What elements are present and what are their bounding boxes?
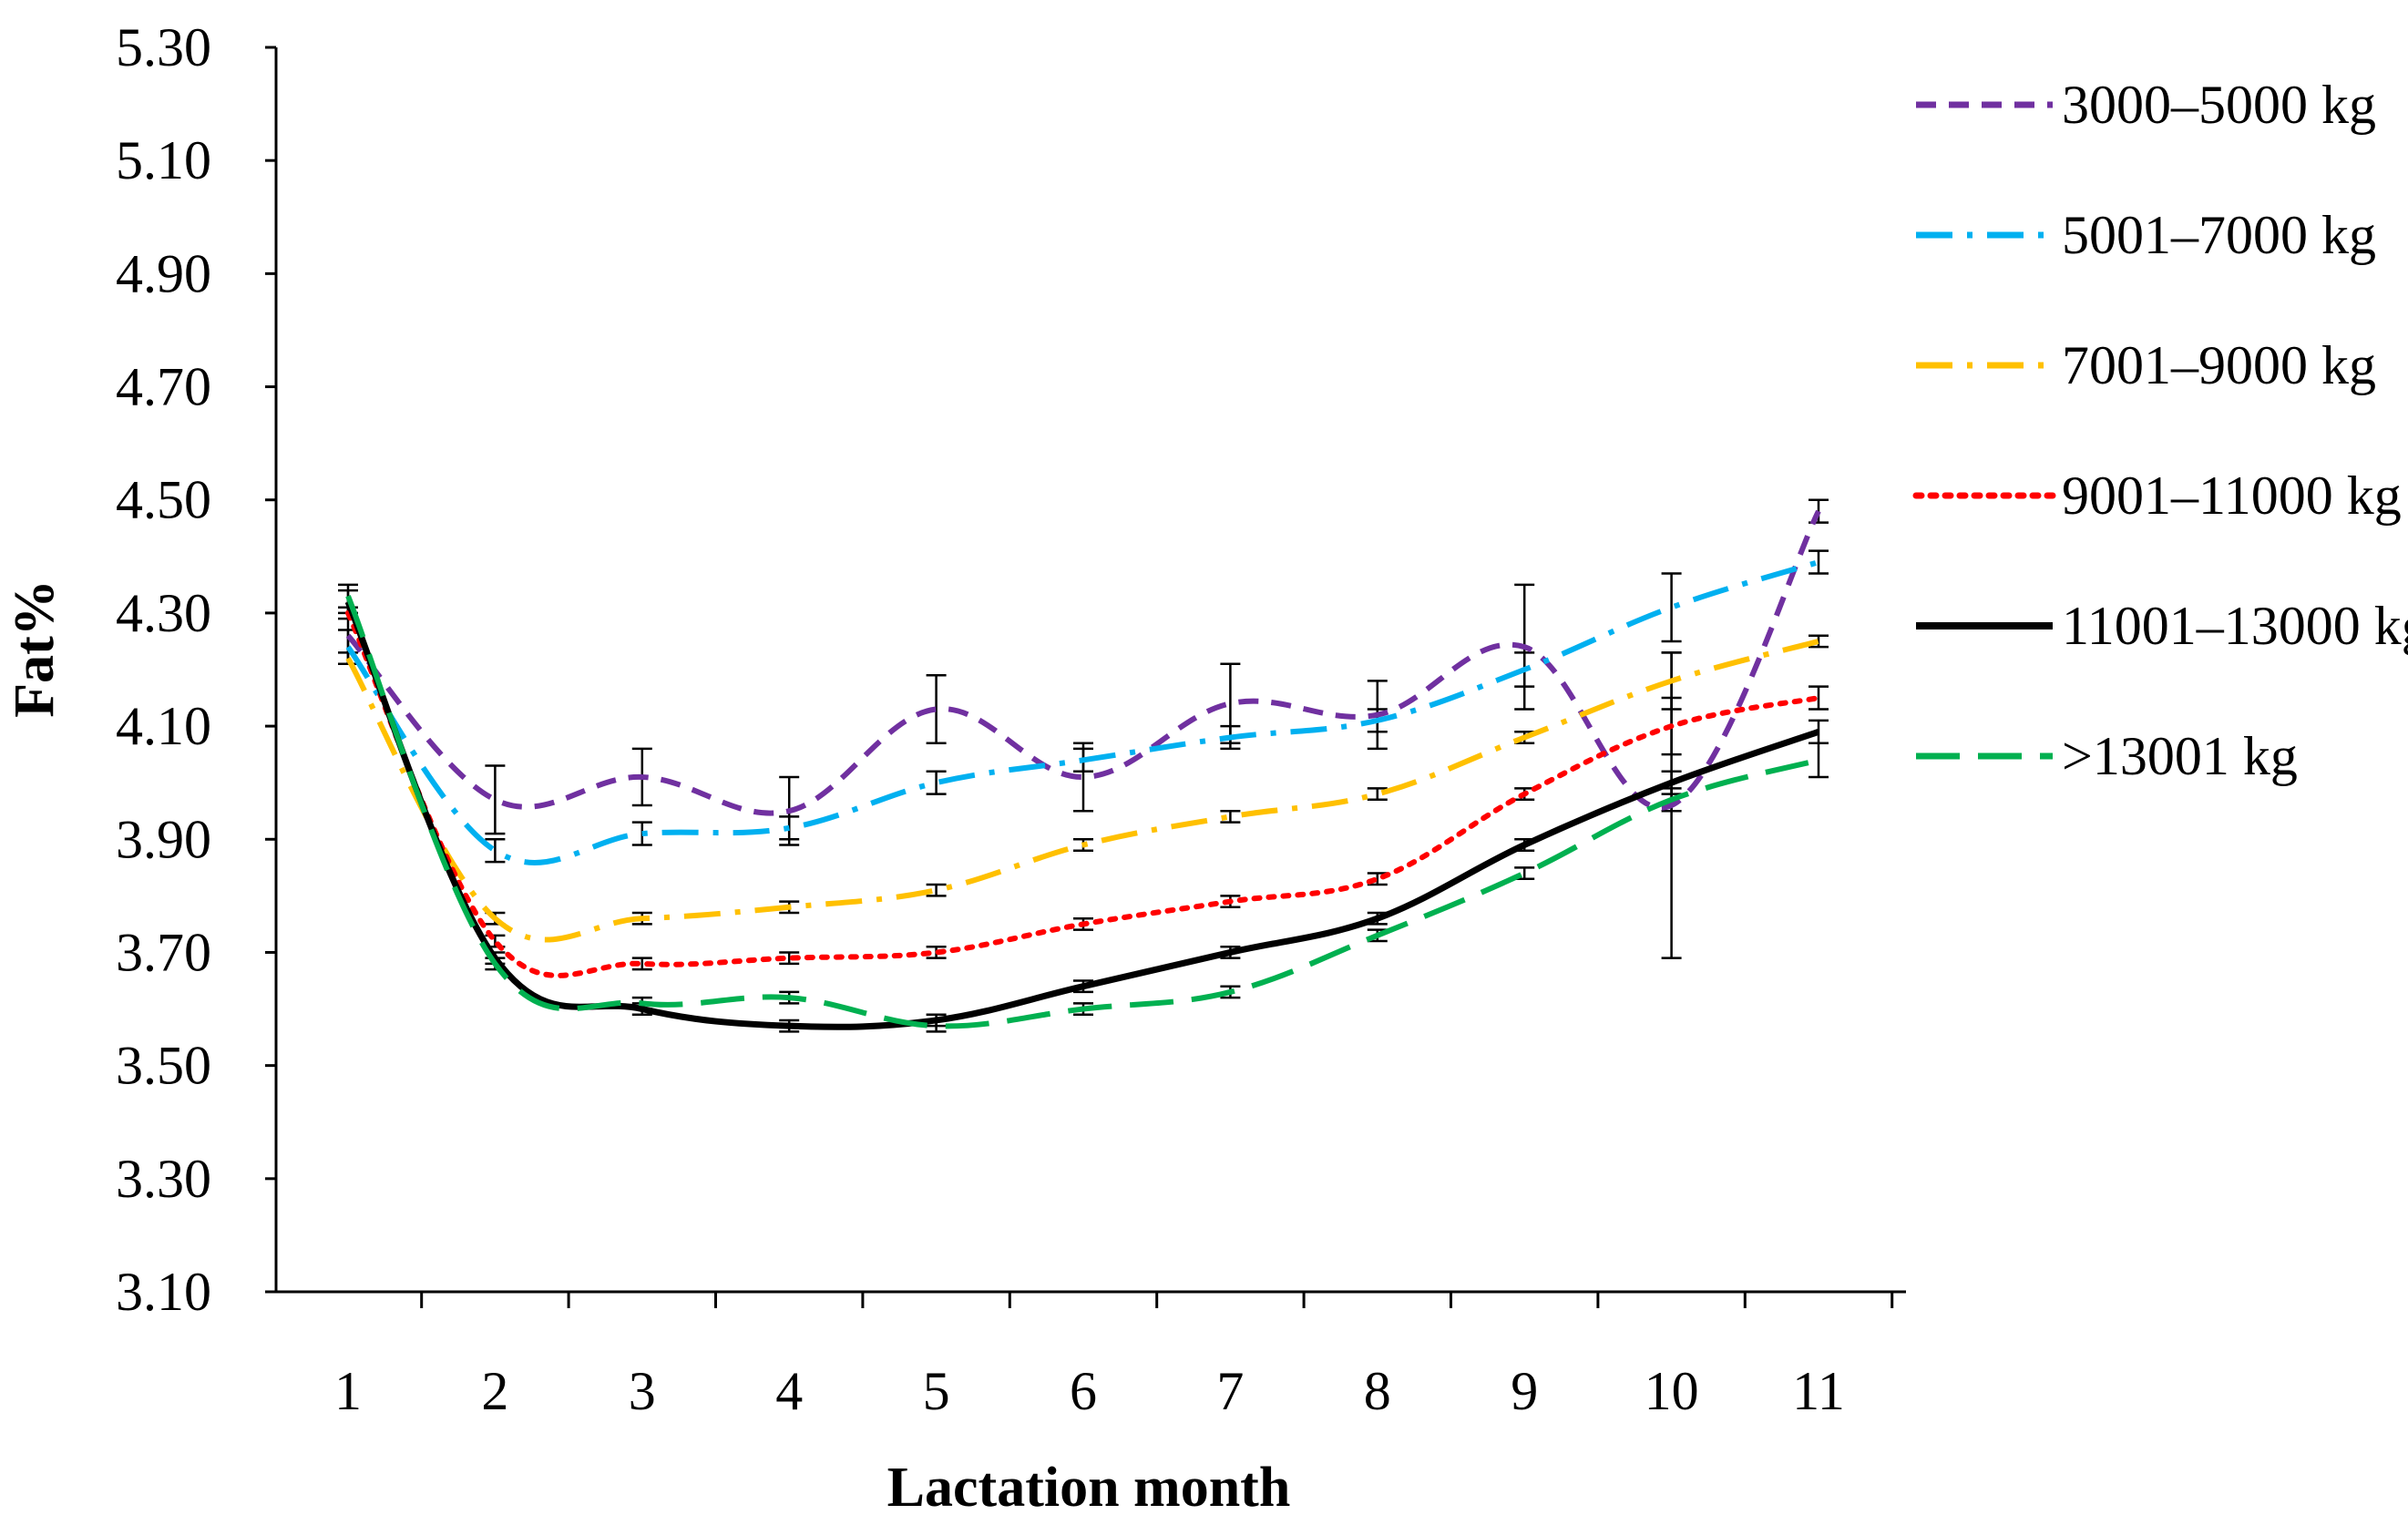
- x-tick-label: 11: [1792, 1361, 1845, 1421]
- series-line: [345, 559, 1819, 865]
- error-bar: [1809, 742, 1829, 779]
- legend-label: >13001 kg: [2062, 726, 2298, 786]
- error-bar: [631, 957, 652, 971]
- x-axis-ticks: 1 2 3 4 5 6 7 8 9 10 11: [334, 1292, 1894, 1421]
- x-tick-label: 10: [1645, 1361, 1699, 1421]
- series-line: [344, 600, 1820, 1030]
- error-bar: [1809, 634, 1829, 649]
- axes: [274, 47, 1906, 1294]
- x-tick-label: 9: [1511, 1361, 1538, 1421]
- error-bar: [485, 764, 506, 835]
- legend-item: 9001–11000 kg: [1912, 466, 2402, 526]
- error-bar: [1367, 787, 1388, 802]
- y-axis-title: Fat%: [4, 579, 66, 718]
- y-tick-label: 5.10: [116, 130, 211, 190]
- x-tick-label: 2: [481, 1361, 508, 1421]
- y-tick-label: 4.30: [116, 583, 211, 643]
- series-line: [345, 639, 1819, 943]
- error-bar: [485, 838, 506, 864]
- legend-item: 7001–9000 kg: [1916, 335, 2376, 395]
- series-line: [345, 609, 1821, 978]
- y-tick-label: 3.90: [116, 809, 211, 869]
- y-tick-label: 3.70: [116, 922, 211, 982]
- y-tick-label: 3.50: [116, 1036, 211, 1096]
- error-bar: [1661, 572, 1682, 643]
- error-bar: [926, 770, 947, 795]
- error-bar: [926, 673, 947, 744]
- y-tick-label: 3.30: [116, 1149, 211, 1209]
- error-bar: [926, 883, 947, 897]
- legend-label: 7001–9000 kg: [2062, 335, 2376, 395]
- legend-item: >13001 kg: [1916, 726, 2298, 786]
- y-axis-ticks: 3.10 3.30 3.50 3.70 3.90 4.10 4.30 4.50 4.70 4.90…: [116, 17, 276, 1322]
- legend-item: 3000–5000 kg: [1916, 75, 2376, 135]
- x-tick-label: 8: [1364, 1361, 1391, 1421]
- y-tick-label: 3.10: [116, 1262, 211, 1322]
- legend-label: 11001–13000 kg: [2062, 596, 2408, 656]
- series-line: [345, 595, 1819, 1029]
- y-tick-label: 4.70: [116, 357, 211, 417]
- legend-item: 5001–7000 kg: [1916, 205, 2376, 265]
- x-tick-label: 5: [923, 1361, 950, 1421]
- legend: 3000–5000 kg 5001–7000 kg 7001–9000 kg 9001…: [1912, 75, 2408, 786]
- y-tick-label: 5.30: [116, 17, 211, 77]
- x-tick-label: 6: [1070, 1361, 1097, 1421]
- y-tick-label: 4.10: [116, 696, 211, 756]
- series-lines: [344, 509, 1821, 1030]
- error-bar: [1809, 685, 1829, 711]
- error-bar: [1220, 809, 1241, 824]
- legend-label: 9001–11000 kg: [2062, 466, 2402, 526]
- x-tick-label: 7: [1216, 1361, 1244, 1421]
- x-axis-title: Lactation month: [887, 1457, 1291, 1519]
- x-tick-label: 3: [629, 1361, 656, 1421]
- error-bar: [1809, 549, 1829, 575]
- legend-label: 5001–7000 kg: [2062, 205, 2376, 265]
- error-bar: [1367, 872, 1388, 886]
- legend-label: 3000–5000 kg: [2062, 75, 2376, 135]
- legend-item: 11001–13000 kg: [1916, 596, 2408, 656]
- series-line: [345, 509, 1821, 816]
- x-tick-label: 4: [775, 1361, 803, 1421]
- y-tick-label: 4.90: [116, 243, 211, 303]
- x-tick-label: 1: [334, 1361, 362, 1421]
- error-bar: [779, 951, 800, 966]
- error-bars: [338, 498, 1829, 1033]
- y-tick-label: 4.50: [116, 470, 211, 530]
